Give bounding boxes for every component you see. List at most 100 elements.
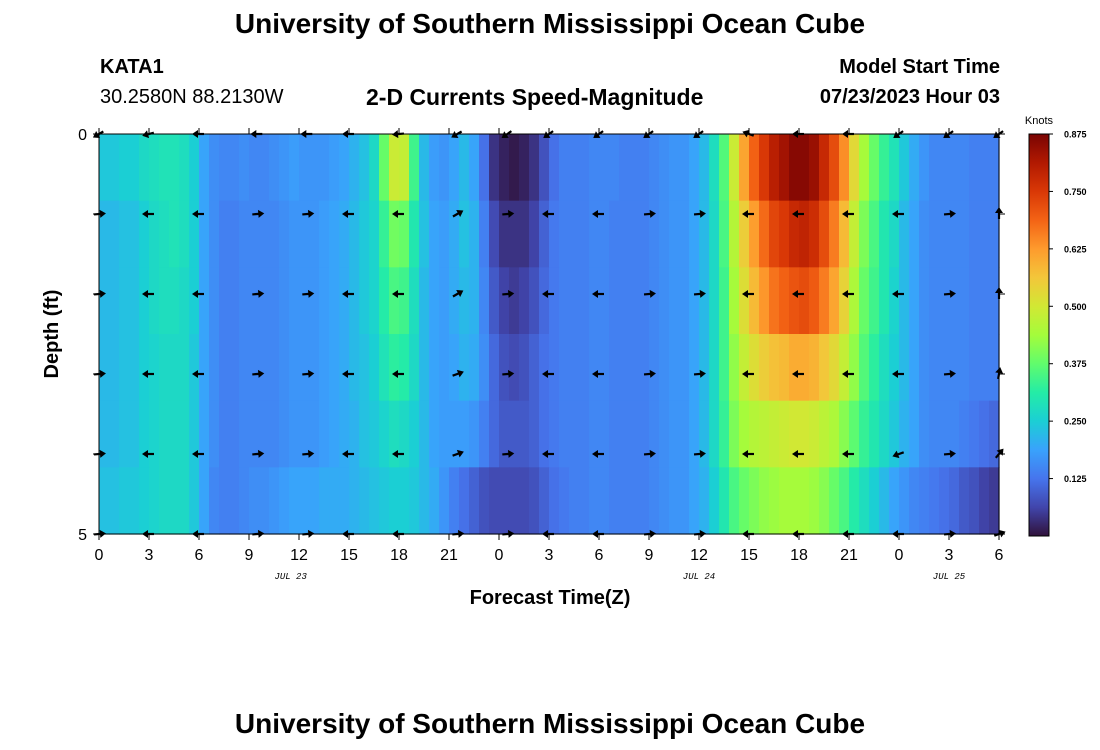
heatmap-cell bbox=[309, 467, 320, 535]
current-arrow bbox=[892, 370, 904, 378]
heatmap-cell bbox=[469, 134, 480, 202]
heatmap-cell bbox=[179, 200, 190, 268]
current-arrow bbox=[502, 209, 515, 218]
heatmap-cell bbox=[389, 134, 400, 202]
current-arrow bbox=[142, 290, 154, 298]
current-arrow bbox=[452, 369, 464, 378]
current-arrow bbox=[542, 450, 554, 458]
current-arrow bbox=[892, 290, 904, 298]
current-arrow bbox=[342, 370, 354, 378]
heatmap-cell bbox=[439, 334, 450, 402]
heatmap-cell bbox=[909, 134, 920, 202]
heatmap-cell bbox=[849, 400, 860, 468]
heatmap-cell bbox=[99, 134, 110, 202]
heatmap-cell bbox=[279, 467, 290, 535]
heatmap-cell bbox=[309, 334, 320, 402]
heatmap-cell bbox=[879, 134, 890, 202]
heatmap-cell bbox=[419, 267, 430, 335]
heatmap-cell bbox=[359, 334, 370, 402]
heatmap-cell bbox=[519, 467, 530, 535]
heatmap-cell bbox=[529, 134, 540, 202]
heatmap-cell bbox=[279, 400, 290, 468]
heatmap-cell bbox=[609, 134, 620, 202]
current-arrow bbox=[451, 130, 463, 138]
heatmap-cell bbox=[409, 200, 420, 268]
heatmap-cell bbox=[239, 200, 250, 268]
heatmap-cell bbox=[539, 334, 550, 402]
heatmap-cell bbox=[119, 467, 130, 535]
heatmap-cell bbox=[559, 134, 570, 202]
current-arrow bbox=[452, 210, 464, 218]
heatmap-cell bbox=[99, 334, 110, 402]
heatmap-cell bbox=[859, 334, 870, 402]
heatmap-cell bbox=[859, 134, 870, 202]
heatmap-cell bbox=[249, 467, 260, 535]
current-arrow bbox=[502, 449, 515, 458]
heatmap-cell bbox=[319, 400, 330, 468]
x-tick-label: 21 bbox=[840, 547, 858, 564]
heatmap-cell bbox=[919, 334, 930, 402]
heatmap-cell bbox=[379, 400, 390, 468]
heatmap-cell bbox=[649, 134, 660, 202]
heatmap-cell bbox=[369, 267, 380, 335]
model-start-label: Model Start Time bbox=[839, 56, 1000, 78]
current-arrow bbox=[250, 130, 263, 138]
heatmap-cell bbox=[809, 267, 820, 335]
current-arrow bbox=[643, 369, 656, 378]
heatmap-cell bbox=[369, 200, 380, 268]
heatmap-cell bbox=[309, 200, 320, 268]
heatmap-cell bbox=[349, 467, 360, 535]
heatmap-cell bbox=[209, 334, 220, 402]
heatmap-cell bbox=[349, 134, 360, 202]
heatmap-cell bbox=[439, 134, 450, 202]
heatmap-cell bbox=[669, 334, 680, 402]
heatmap-cell bbox=[599, 400, 610, 468]
x-tick-label: 0 bbox=[495, 547, 504, 564]
heatmap-cell bbox=[429, 200, 440, 268]
heatmap-cell bbox=[339, 267, 350, 335]
heatmap-cell bbox=[769, 467, 780, 535]
heatmap-cell bbox=[649, 267, 660, 335]
heatmap-cell bbox=[889, 134, 900, 202]
current-arrow bbox=[252, 449, 265, 458]
x-tick-label: 6 bbox=[595, 547, 604, 564]
heatmap-cell bbox=[669, 467, 680, 535]
current-arrow bbox=[502, 369, 515, 378]
heatmap-cell bbox=[619, 400, 630, 468]
heatmap-cell bbox=[599, 467, 610, 535]
heatmap-cell bbox=[129, 134, 140, 202]
heatmap-cell bbox=[799, 400, 810, 468]
heatmap-cell bbox=[329, 134, 340, 202]
heatmap-cell bbox=[329, 400, 340, 468]
heatmap-cell bbox=[709, 334, 720, 402]
heatmap-cell bbox=[869, 134, 880, 202]
heatmap-cell bbox=[939, 467, 950, 535]
heatmap-cell bbox=[199, 267, 210, 335]
heatmap-cell bbox=[849, 134, 860, 202]
heatmap-cell bbox=[499, 200, 510, 268]
current-arrow bbox=[892, 210, 904, 218]
heatmap-cell bbox=[789, 267, 800, 335]
heatmap-cell bbox=[669, 267, 680, 335]
heatmap-cell bbox=[639, 400, 650, 468]
current-arrow bbox=[192, 370, 204, 378]
heatmap-cell bbox=[799, 267, 810, 335]
heatmap-cell bbox=[279, 334, 290, 402]
footer-title: University of Southern Mississippi Ocean… bbox=[234, 708, 866, 739]
heatmap-cell bbox=[209, 200, 220, 268]
current-arrow bbox=[93, 449, 106, 458]
heatmap-cell bbox=[709, 134, 720, 202]
current-arrow bbox=[392, 370, 404, 378]
heatmap-cell bbox=[559, 400, 570, 468]
heatmap-cell bbox=[689, 334, 700, 402]
heatmap-cell bbox=[799, 200, 810, 268]
heatmap-cell bbox=[359, 200, 370, 268]
heatmap-cell bbox=[99, 267, 110, 335]
heatmap-cell bbox=[339, 134, 350, 202]
current-arrow bbox=[943, 529, 956, 538]
heatmap-cell bbox=[969, 200, 980, 268]
heatmap-cell bbox=[269, 467, 280, 535]
current-arrow bbox=[943, 130, 954, 139]
colorbar-label: Knots bbox=[1025, 115, 1054, 127]
heatmap-cell bbox=[699, 200, 710, 268]
